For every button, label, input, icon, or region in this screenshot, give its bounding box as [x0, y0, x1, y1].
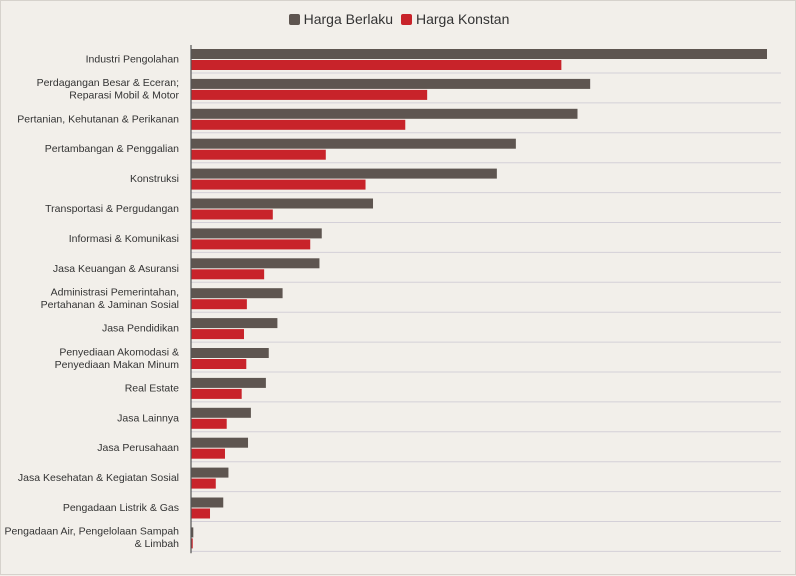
bar-harga-berlaku[interactable]: [191, 168, 497, 179]
bar-harga-berlaku[interactable]: [191, 497, 224, 508]
category-label: Informasi & Komunikasi: [69, 233, 179, 245]
bar-harga-konstan[interactable]: [191, 538, 193, 549]
bar-harga-berlaku[interactable]: [191, 228, 322, 239]
category-label: Industri Pengolahan: [86, 54, 180, 66]
bar-harga-berlaku[interactable]: [191, 318, 278, 329]
bar-harga-berlaku[interactable]: [191, 258, 320, 269]
bar-harga-konstan[interactable]: [191, 418, 227, 429]
bar-harga-konstan[interactable]: [191, 448, 225, 459]
legend-label-harga-konstan: Harga Konstan: [415, 11, 510, 27]
bar-harga-konstan[interactable]: [191, 209, 273, 220]
bar-harga-konstan[interactable]: [191, 478, 216, 489]
bar-harga-konstan[interactable]: [191, 388, 242, 399]
category-label: Jasa Perusahaan: [97, 442, 179, 454]
bar-harga-berlaku[interactable]: [191, 377, 266, 388]
category-label: Konstruksi: [130, 173, 179, 185]
bar-harga-konstan[interactable]: [191, 359, 247, 369]
bar-harga-berlaku[interactable]: [191, 437, 249, 448]
category-label: Perdagangan Besar & Eceran; Reparasi Mobi…: [37, 77, 180, 102]
bar-harga-berlaku[interactable]: [191, 467, 229, 478]
legend-item-harga-konstan[interactable]: Harga Konstan: [400, 11, 510, 27]
category-label: Pertanian, Kehutanan & Perikanan: [17, 113, 179, 125]
bar-harga-konstan[interactable]: [191, 89, 428, 100]
category-label: Jasa Lainnya: [117, 412, 179, 424]
bar-harga-konstan[interactable]: [191, 329, 244, 340]
legend: Harga Berlaku Harga Konstan: [1, 11, 796, 28]
bar-harga-konstan[interactable]: [191, 508, 211, 519]
bar-harga-konstan[interactable]: [191, 119, 406, 130]
category-label: Real Estate: [125, 382, 179, 394]
legend-swatch-harga-berlaku: [288, 13, 300, 25]
category-label: Penyediaan Akomodasi & Penyediaan Makan M…: [55, 346, 180, 371]
category-label: Administrasi Pemerintahan, Pertahanan & J…: [41, 286, 179, 311]
legend-swatch-harga-konstan: [400, 13, 412, 25]
bar-harga-berlaku[interactable]: [191, 138, 516, 149]
bar-harga-konstan[interactable]: [191, 239, 311, 250]
category-label: Pengadaan Listrik & Gas: [63, 502, 179, 514]
bar-harga-konstan[interactable]: [191, 269, 265, 280]
bar-harga-berlaku[interactable]: [191, 407, 251, 418]
bar-harga-berlaku[interactable]: [191, 288, 283, 299]
bar-harga-konstan[interactable]: [191, 149, 326, 160]
category-label: Transportasi & Pergudangan: [45, 203, 179, 215]
category-label: Jasa Pendidikan: [102, 323, 179, 335]
bar-harga-konstan[interactable]: [191, 179, 366, 190]
legend-item-harga-berlaku[interactable]: Harga Berlaku: [288, 11, 394, 27]
legend-label-harga-berlaku: Harga Berlaku: [303, 11, 394, 27]
bar-harga-berlaku[interactable]: [191, 348, 269, 358]
category-label: Pertambangan & Penggalian: [45, 143, 179, 155]
bar-harga-berlaku[interactable]: [191, 78, 591, 89]
bar-harga-konstan[interactable]: [191, 60, 562, 70]
bar-harga-berlaku[interactable]: [191, 527, 194, 538]
bar-harga-berlaku[interactable]: [191, 49, 767, 59]
category-label: Jasa Kesehatan & Kegiatan Sosial: [18, 472, 179, 484]
category-label: Jasa Keuangan & Asuransi: [53, 263, 179, 275]
bar-harga-berlaku[interactable]: [191, 198, 374, 209]
category-label: Pengadaan Air, Pengelolaan Sampah & Limba…: [4, 526, 179, 551]
bar-harga-konstan[interactable]: [191, 299, 247, 310]
bar-harga-berlaku[interactable]: [191, 108, 578, 119]
